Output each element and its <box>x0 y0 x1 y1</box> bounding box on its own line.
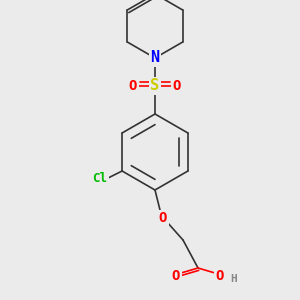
Text: N: N <box>150 50 160 65</box>
Text: O: O <box>159 211 167 225</box>
Text: S: S <box>150 79 160 94</box>
Text: Cl: Cl <box>93 172 108 185</box>
Text: O: O <box>216 269 224 283</box>
Text: H: H <box>231 274 237 284</box>
Text: O: O <box>129 79 137 93</box>
Text: O: O <box>172 269 180 283</box>
Text: O: O <box>173 79 181 93</box>
